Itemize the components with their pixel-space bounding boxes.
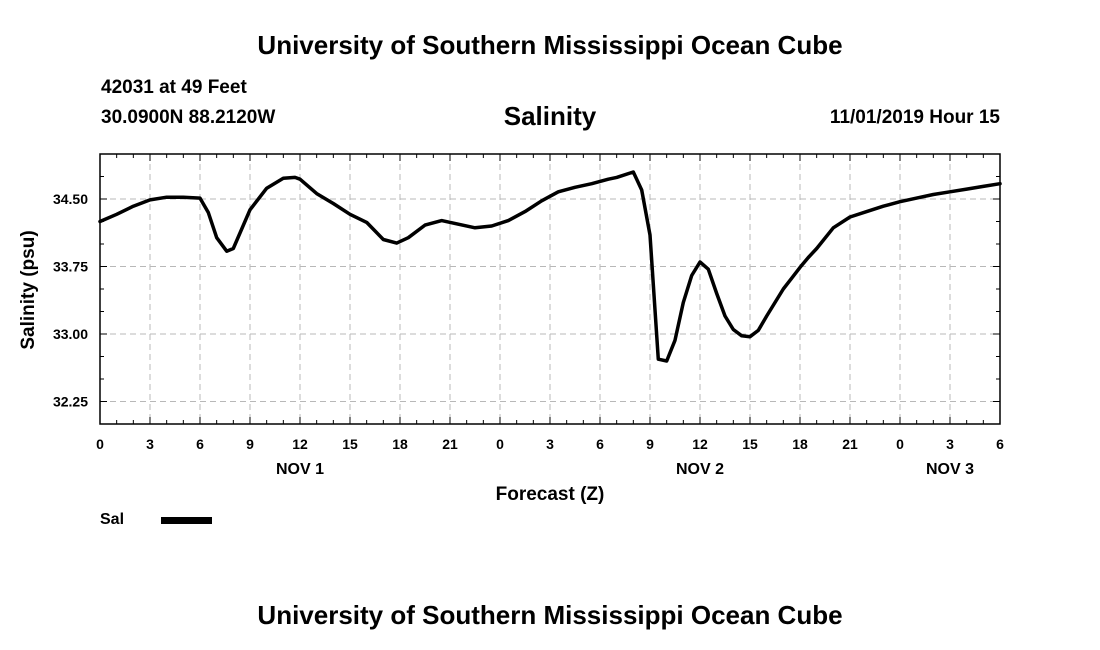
- legend-swatch-sal: [161, 517, 212, 524]
- datetime-label: 11/01/2019 Hour 15: [829, 107, 1000, 128]
- main-title: University of Southern Mississippi Ocean…: [257, 30, 843, 60]
- x-tick-label: 0: [96, 436, 104, 452]
- x-tick-label: 3: [146, 436, 154, 452]
- day-label: NOV 2: [676, 461, 724, 478]
- chart-title: Salinity: [503, 101, 597, 131]
- y-tick-label: 32.25: [53, 394, 88, 410]
- x-tick-label: 15: [742, 436, 758, 452]
- day-label: NOV 3: [926, 461, 974, 478]
- x-axis-label: Forecast (Z): [496, 484, 605, 505]
- x-tick-label: 3: [546, 436, 554, 452]
- y-tick-label: 34.50: [53, 191, 88, 207]
- axes: 0 3 6 9 12 15 18 21 0 3 6 9 12 15 18 21 0 3 6 NOV 1 NOV 2 NOV…: [53, 153, 1004, 478]
- location-label: 30.0900N 88.2120W: [101, 107, 276, 128]
- y-tick-label: 33.75: [53, 259, 88, 275]
- x-tick-label: 6: [196, 436, 204, 452]
- x-tick-label: 9: [646, 436, 654, 452]
- y-tick-label: 33.00: [53, 326, 88, 342]
- x-tick-label: 18: [792, 436, 808, 452]
- x-tick-label: 9: [246, 436, 254, 452]
- x-tick-label: 12: [692, 436, 708, 452]
- x-tick-label: 21: [442, 436, 458, 452]
- x-tick-label: 12: [292, 436, 308, 452]
- axis-labels: Forecast (Z) Salinity (psu): [18, 230, 604, 505]
- x-tick-label: 3: [946, 436, 954, 452]
- x-tick-label: 6: [596, 436, 604, 452]
- legend-label-sal: Sal: [100, 511, 125, 528]
- y-axis-label: Salinity (psu): [18, 230, 39, 349]
- x-tick-label: 18: [392, 436, 408, 452]
- x-tick-label: 21: [842, 436, 858, 452]
- x-tick-label: 15: [342, 436, 358, 452]
- series-line-sal: [98, 170, 1002, 363]
- x-tick-label: 0: [896, 436, 904, 452]
- series-layer: [98, 170, 1002, 363]
- station-label: 42031 at 49 Feet: [101, 77, 247, 98]
- day-label: NOV 1: [276, 461, 324, 478]
- x-tick-label: 0: [496, 436, 504, 452]
- x-tick-label: 6: [996, 436, 1004, 452]
- footer-title: University of Southern Mississippi Ocean…: [257, 600, 843, 630]
